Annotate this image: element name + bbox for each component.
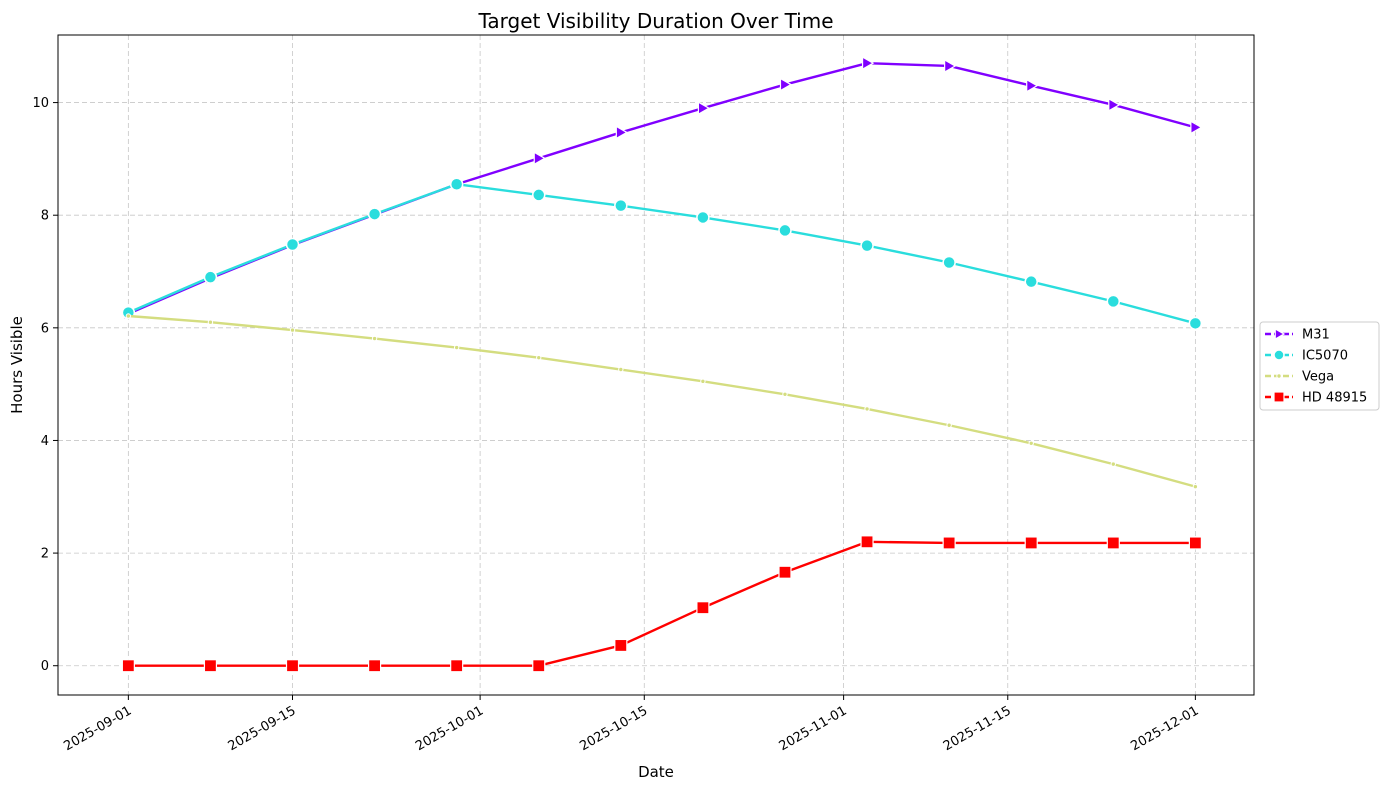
x-tick-label: 2025-10-15 xyxy=(577,703,650,754)
data-point xyxy=(289,327,296,333)
data-point xyxy=(1274,327,1286,341)
data-point xyxy=(697,101,711,116)
data-point xyxy=(449,177,464,191)
data-point xyxy=(1108,97,1121,112)
legend-item: M31 xyxy=(1265,328,1330,343)
x-tick-label: 2025-10-01 xyxy=(413,703,486,754)
series-line xyxy=(127,540,1197,667)
data-point xyxy=(1273,391,1285,403)
data-point xyxy=(371,335,378,342)
data-point xyxy=(285,659,300,673)
series-line xyxy=(127,61,1197,315)
x-tick-label: 2025-12-01 xyxy=(1128,703,1201,754)
legend-item: IC5070 xyxy=(1265,349,1348,364)
data-point xyxy=(860,535,874,549)
legend-label: M31 xyxy=(1302,328,1330,343)
data-point xyxy=(1188,316,1203,331)
data-point xyxy=(1276,373,1282,379)
data-point xyxy=(942,255,956,270)
y-tick-label: 8 xyxy=(41,209,49,224)
data-point xyxy=(778,223,792,238)
legend-item: HD 48915 xyxy=(1265,391,1367,406)
chart-title: Target Visibility Duration Over Time xyxy=(477,9,833,33)
data-point xyxy=(614,198,628,213)
plot-frame xyxy=(57,34,1255,696)
data-point xyxy=(615,125,629,140)
legend-label: IC5070 xyxy=(1302,349,1348,364)
data-point xyxy=(1028,440,1034,446)
data-point xyxy=(125,313,132,319)
data-point xyxy=(1190,120,1203,135)
data-point xyxy=(1024,274,1038,289)
y-tick-label: 10 xyxy=(32,96,49,111)
grid-lines xyxy=(58,35,1254,695)
data-point xyxy=(860,238,874,253)
y-tick-label: 2 xyxy=(41,547,49,562)
x-tick-label: 2025-09-15 xyxy=(226,703,299,754)
legend-frame xyxy=(1259,321,1380,411)
data-point xyxy=(1026,78,1039,93)
series-vega xyxy=(125,313,1199,490)
legend: M31 IC5070 Vega HD 48915 xyxy=(1259,321,1380,411)
series-hd-48915 xyxy=(121,535,1202,673)
data-point xyxy=(285,237,300,252)
series-line xyxy=(127,183,1197,325)
y-tick-label: 0 xyxy=(41,659,49,674)
data-point xyxy=(696,210,710,225)
data-point xyxy=(778,565,792,579)
y-axis-title: Hours Visible xyxy=(8,316,26,414)
legend-label: HD 48915 xyxy=(1302,391,1367,406)
data-point xyxy=(618,366,624,373)
x-tick-label: 2025-11-15 xyxy=(941,703,1014,754)
legend-label: Vega xyxy=(1302,370,1334,385)
x-tick-label: 2025-11-01 xyxy=(777,703,850,754)
data-point xyxy=(864,406,870,412)
data-point xyxy=(1110,461,1116,467)
data-point xyxy=(121,659,135,673)
data-point xyxy=(367,659,382,673)
x-tick-label: 2025-09-01 xyxy=(61,703,134,754)
data-point xyxy=(203,659,218,673)
data-point xyxy=(532,659,546,673)
data-point xyxy=(1188,536,1202,550)
y-axis-ticks: 0 2 4 6 8 10 xyxy=(32,96,58,674)
y-tick-label: 4 xyxy=(41,434,49,449)
data-point xyxy=(779,77,793,92)
data-point xyxy=(1192,483,1199,490)
data-point xyxy=(367,207,382,221)
data-point xyxy=(782,391,788,397)
y-tick-label: 6 xyxy=(41,321,49,336)
data-point xyxy=(531,188,546,202)
data-point xyxy=(946,422,952,428)
data-point xyxy=(1106,294,1121,309)
x-axis-ticks: 2025-09-01 2025-09-15 2025-10-01 2025-10-15… xyxy=(61,695,1201,754)
data-point xyxy=(696,601,710,615)
data-point xyxy=(700,378,706,385)
data-point xyxy=(533,151,546,166)
series-m31 xyxy=(123,56,1203,321)
series-line xyxy=(127,314,1197,488)
data-point xyxy=(450,659,464,673)
data-point xyxy=(1273,349,1285,361)
series-lines xyxy=(121,56,1203,673)
x-axis-title: Date xyxy=(638,763,674,781)
series-ic5070 xyxy=(121,177,1203,331)
data-point xyxy=(207,319,214,325)
data-point xyxy=(203,270,218,284)
data-point xyxy=(536,354,542,361)
data-point xyxy=(1024,536,1038,550)
data-point xyxy=(614,638,628,653)
data-point xyxy=(1106,536,1120,550)
data-point xyxy=(944,58,957,74)
data-point xyxy=(942,536,956,550)
data-point xyxy=(453,344,460,351)
legend-item: Vega xyxy=(1265,370,1334,385)
data-point xyxy=(861,56,875,71)
